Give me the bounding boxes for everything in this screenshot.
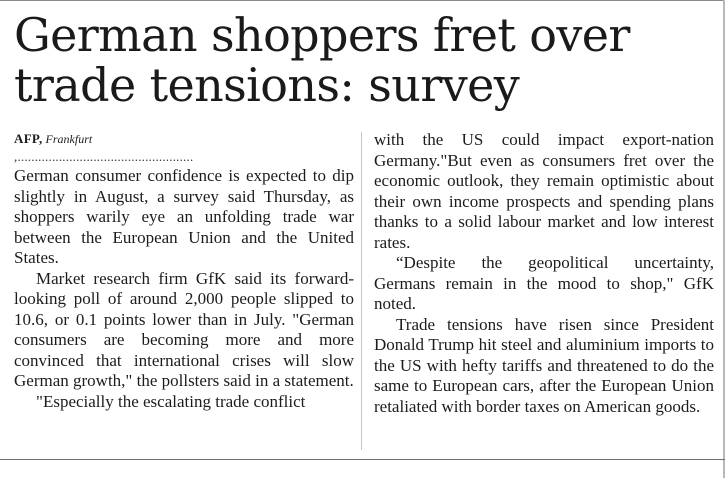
byline: AFP, Frankfurt bbox=[14, 130, 354, 148]
bottom-rule bbox=[0, 459, 725, 460]
paragraph-4: “Despite the geopolitical uncertainty, G… bbox=[374, 253, 714, 313]
paragraph-3-continued: with the US could impact export-nation G… bbox=[374, 130, 714, 252]
top-border bbox=[0, 0, 725, 1]
paragraph-5: Trade tensions have risen since Presiden… bbox=[374, 314, 714, 416]
right-border bbox=[723, 0, 725, 478]
headline-line-2: trade tensions: survey bbox=[14, 58, 520, 112]
article-column-right: with the US could impact export-nation G… bbox=[374, 130, 714, 417]
headline: German shoppers fret over trade tensions… bbox=[14, 10, 714, 110]
column-divider bbox=[361, 132, 362, 450]
byline-dotted-rule: ,.......................................… bbox=[14, 150, 194, 164]
paragraph-2: Market research firm GfK said its forwar… bbox=[14, 268, 354, 391]
byline-agency: AFP, bbox=[14, 131, 43, 146]
paragraph-1: German consumer confidence is expected t… bbox=[14, 166, 354, 267]
byline-city: Frankfurt bbox=[45, 132, 93, 146]
paragraph-3-start: "Especially the escalating trade conflic… bbox=[36, 391, 306, 411]
article-column-left: AFP, Frankfurt ,.........................… bbox=[14, 130, 354, 412]
headline-line-1: German shoppers fret over bbox=[14, 8, 630, 62]
